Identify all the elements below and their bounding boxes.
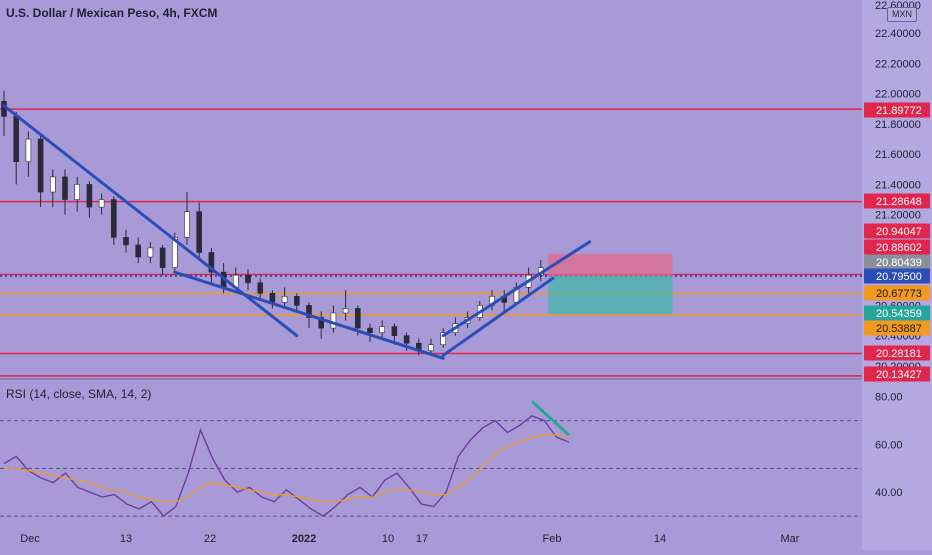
candle-body xyxy=(342,308,349,314)
candle-body xyxy=(281,296,288,303)
take-profit-zone[interactable] xyxy=(548,275,673,314)
price-label-text: 20.88602 xyxy=(876,242,922,254)
time-tick-label: 13 xyxy=(120,533,132,545)
trendline[interactable] xyxy=(173,270,445,360)
price-label-text: 20.67773 xyxy=(876,288,922,300)
price-label-box xyxy=(864,223,930,239)
time-tick-label: 14 xyxy=(654,533,666,545)
price-label-box xyxy=(864,366,930,382)
candle-body xyxy=(86,184,93,208)
candle-body xyxy=(135,244,141,258)
candle-body xyxy=(147,247,154,258)
candle-body xyxy=(257,282,264,294)
time-tick-label: 2022 xyxy=(292,533,316,545)
time-tick-label: Dec xyxy=(20,533,40,545)
candle-body xyxy=(354,308,361,329)
rsi-line[interactable] xyxy=(3,415,570,518)
price-label-box xyxy=(864,268,930,284)
stop-loss-zone[interactable] xyxy=(548,253,673,276)
candle-body xyxy=(318,317,325,329)
candle-body xyxy=(293,296,300,306)
time-axis xyxy=(0,530,862,550)
trendline[interactable] xyxy=(441,240,592,338)
candle-body xyxy=(379,326,386,333)
rsi-title: RSI (14, close, SMA, 14, 2) xyxy=(6,387,152,401)
candle-body xyxy=(13,116,19,163)
candle-body xyxy=(391,326,398,336)
candle-body xyxy=(306,305,312,318)
price-tick-label: 22.40000 xyxy=(875,28,921,40)
price-label-text: 21.28648 xyxy=(876,196,922,208)
price-label-box xyxy=(864,102,930,118)
pane-divider xyxy=(0,378,862,380)
candle-body xyxy=(111,199,117,238)
rsi-divergence-line[interactable] xyxy=(531,400,570,437)
candle-body xyxy=(62,176,68,200)
rsi-tick-label: 40.00 xyxy=(875,487,903,499)
candle-body xyxy=(123,237,129,246)
candle-body xyxy=(196,211,202,253)
price-label-box xyxy=(864,305,930,321)
price-label-text: 20.54359 xyxy=(876,308,922,320)
price-label-text: 21.89772 xyxy=(876,105,922,117)
price-label-text: 20.28181 xyxy=(876,348,922,360)
price-tick-label: 21.80000 xyxy=(875,119,921,131)
candle-body xyxy=(159,247,166,268)
candle-body xyxy=(37,138,44,193)
price-label-text: 20.53887 xyxy=(876,323,922,335)
candle-body xyxy=(269,293,276,303)
price-label-box xyxy=(864,285,930,301)
price-label-box xyxy=(864,239,930,255)
price-label-text: 20.13427 xyxy=(876,369,922,381)
price-label-box xyxy=(864,193,930,209)
candle-body xyxy=(184,211,190,238)
candle-body xyxy=(330,312,337,329)
price-tick-label: 21.20000 xyxy=(875,210,921,222)
trendline[interactable] xyxy=(441,276,555,357)
price-tick-label: 22.00000 xyxy=(875,89,921,101)
price-label-box xyxy=(864,254,930,270)
candle-body xyxy=(25,138,32,163)
rsi-tick-label: 80.00 xyxy=(875,392,903,404)
price-label-box xyxy=(864,320,930,336)
time-tick-label: 17 xyxy=(416,533,428,545)
candle-body xyxy=(440,332,447,346)
price-label-box xyxy=(864,345,930,361)
price-tick-label: 21.40000 xyxy=(875,179,921,191)
time-tick-label: 22 xyxy=(204,533,216,545)
candle-body xyxy=(208,252,215,273)
time-tick-label: Mar xyxy=(781,533,800,545)
candle-body xyxy=(245,274,251,284)
candle-body xyxy=(49,176,56,193)
candle-body xyxy=(367,327,373,333)
candle-body xyxy=(74,184,80,200)
candle-body xyxy=(98,199,105,208)
price-label-text: 20.94047 xyxy=(876,226,922,238)
price-label-text: 20.80439 xyxy=(876,257,922,269)
price-tick-label: 21.60000 xyxy=(875,149,921,161)
time-tick-label: 10 xyxy=(382,533,394,545)
candle-body xyxy=(172,237,178,268)
rsi-tick-label: 60.00 xyxy=(875,439,903,451)
currency-badge[interactable]: MXN xyxy=(887,7,917,22)
candle-body xyxy=(428,344,434,352)
time-tick-label: Feb xyxy=(543,533,562,545)
rsi-sma-line[interactable] xyxy=(4,434,570,503)
price-tick-label: 22.20000 xyxy=(875,58,921,70)
price-label-text: 20.79500 xyxy=(876,271,922,283)
candle-body xyxy=(403,335,410,344)
chart-title: U.S. Dollar / Mexican Peso, 4h, FXCM xyxy=(6,6,218,20)
trendline[interactable] xyxy=(2,104,299,338)
